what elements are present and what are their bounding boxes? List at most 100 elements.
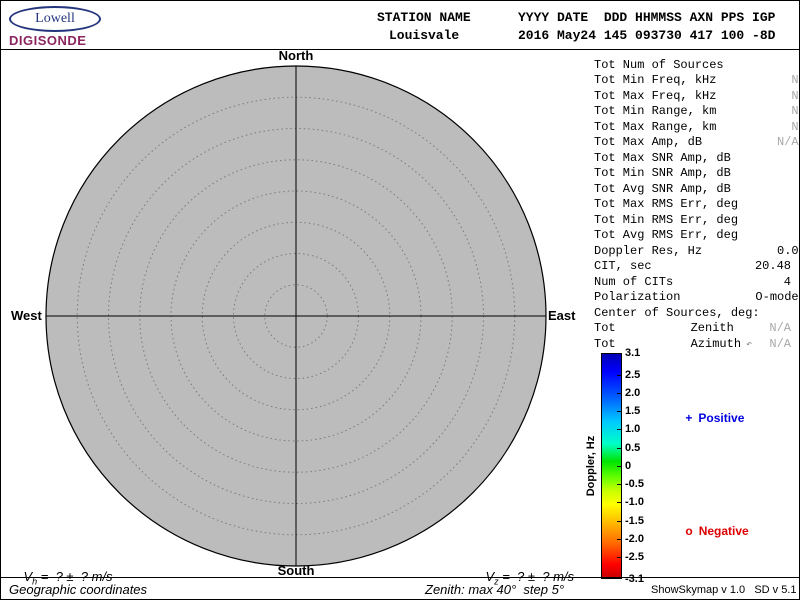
stat-row-min-freq: Tot Min Freq, kHz N/A [594,73,799,89]
colorbar-tick-mark [617,353,622,354]
colorbar-tick-label: 0.5 [625,442,641,454]
colorbar-tick-label: -1.0 [625,496,644,508]
header-divider [1,49,799,50]
stat-value: N/A [791,104,799,119]
stat-mid-wrap: Azimuth ↶ [616,337,770,351]
colorbar-axis-label: Doppler, Hz [585,435,597,497]
colorbar-tick-mark [617,484,622,485]
header-fields-label: YYYY DATE DDD HHMMSS AXN PPS IGP [518,10,776,25]
stat-label: CIT, sec [594,259,652,274]
colorbar-tick-label: 1.0 [625,423,641,435]
coordinates-note: Geographic coordinates [9,582,148,597]
stat-row-max-amp: Tot Max Amp, dB N/A [594,135,799,151]
colorbar-tick-mark [617,521,622,522]
stat-row-num-cits: Num of CITs 4 [594,274,791,290]
stat-row-avg-rms: Tot Avg RMS Err, degN/A [594,228,791,244]
colorbar-tick-label: 0 [625,460,632,472]
stat-value: N/A [777,135,799,150]
compass-north-label: North [278,48,314,63]
stat-label: Tot Min RMS Err, deg [594,212,739,227]
lowell-logo-oval: Lowell [9,6,101,32]
colorbar-tick-mark [617,393,622,394]
stat-mid-label: Zenith [690,321,734,336]
colorbar-tick-label: -3.1 [625,573,644,585]
stat-value: N/A [791,88,799,103]
header-fields-value: 2016 May24 145 093730 417 100 -8D [518,28,776,43]
vh-symbol: V [23,569,33,584]
stat-label: Tot Min Freq, kHz [594,73,717,88]
stat-label: Tot Max Freq, kHz [594,88,717,103]
compass-south-label: South [277,563,315,578]
colorbar-tick-mark [617,411,622,412]
stat-value: 4 [783,274,791,289]
colorbar-tick-label: 2.5 [625,369,641,381]
colorbar-tick-mark [617,466,622,467]
station-name-label: STATION NAME [377,10,471,25]
zenith-scale-note: Zenith: max 40° step 5° [425,582,565,597]
vz-subscript: z [494,576,499,587]
footer-divider [1,577,799,578]
stat-value: N/A [791,73,799,88]
skymap-polar-plot [45,65,547,567]
stat-label: Tot Max Range, km [594,119,717,134]
compass-west-label: West [11,308,42,323]
stat-value: N/A [791,119,799,134]
vh-subscript: h [32,576,38,587]
stat-row-min-rms: Tot Min RMS Err, degN/A [594,212,791,228]
colorbar-tick-label: 3.1 [625,347,641,359]
colorbar-tick-mark [617,448,622,449]
stat-row-max-rms: Tot Max RMS Err, degN/A [594,197,791,213]
stat-label: Num of CITs [594,274,674,289]
stat-row-num-sources: Tot Num of Sources 0 [594,57,799,73]
negative-legend-text: Negative [698,524,749,538]
stat-label: Tot [594,336,616,351]
colorbar-tick-mark [617,429,622,430]
colorbar-tick-label: -2.0 [625,533,644,545]
vz-symbol: V [485,569,495,584]
lowell-digisonde-logo: Lowell DIGISONDE [9,6,109,48]
colorbar-tick-label: -2.5 [625,551,644,563]
stat-row-tot-zenith: Tot Zenith N/A [594,321,791,337]
stat-label: Tot Min Range, km [594,104,717,119]
stat-row-avg-snr: Tot Avg SNR Amp, dBN/A [594,181,791,197]
compass-east-label: East [548,308,576,323]
vh-value: = ? ± ? m/s [37,569,113,584]
stat-value: 20.48 [754,259,791,274]
stat-row-max-freq: Tot Max Freq, kHz N/A [594,88,799,104]
vertical-velocity-readout: Vz = ? ± ? m/s [471,554,575,599]
stat-label: Tot Avg SNR Amp, dB [594,181,731,196]
azimuth-curl-icon: ↶ [746,339,753,351]
stat-row-polarization: Polarization O-mode [594,290,799,306]
stat-label: Tot Num of Sources [594,57,724,72]
stat-row-max-snr: Tot Max SNR Amp, dBN/A [594,150,791,166]
stat-row-cit: CIT, sec 20.48 [594,259,791,275]
stat-row-max-range: Tot Max Range, km N/A [594,119,799,135]
vz-value: = ? ± ? m/s [498,569,575,584]
stat-label: Doppler Res, Hz [594,243,703,258]
stat-label: Tot [594,321,616,336]
horizontal-velocity-readout: Vh = ? ± ? m/s [9,554,113,599]
colorbar-tick-mark [617,557,622,558]
colorbar-tick-mark [617,539,622,540]
stat-row-doppler-res: Doppler Res, Hz 0.0488 [594,243,799,259]
stat-label: Polarization [594,290,681,305]
stat-label: Tot Max RMS Err, deg [594,197,739,212]
stat-label: Tot Max SNR Amp, dB [594,150,731,165]
stat-row-tot-azimuth: Tot Azimuth ↶ N/A [594,336,791,352]
stats-panel: Tot Num of Sources 0 Tot Min Freq, kHz N/A… [594,57,799,352]
stat-value: N/A [769,336,791,351]
stat-label: Tot Avg RMS Err, deg [594,228,739,243]
stat-mid-label: Azimuth [690,336,742,351]
logo-lowell-text: Lowell [35,11,75,26]
colorbar-tick-mark [617,502,622,503]
plus-marker-icon: + [685,411,693,425]
negative-doppler-legend: o Negative [672,510,749,552]
colorbar-tick-mark [617,578,622,579]
colorbar-tick-label: 2.0 [625,387,641,399]
circle-marker-icon: o [685,524,693,538]
app-version-label: ShowSkymap v 1.0 SD v 5.1 [651,584,797,596]
stat-label: Tot Min SNR Amp, dB [594,166,731,181]
logo-digisonde-text: DIGISONDE [9,33,87,48]
station-name-value: Louisvale [389,28,460,43]
